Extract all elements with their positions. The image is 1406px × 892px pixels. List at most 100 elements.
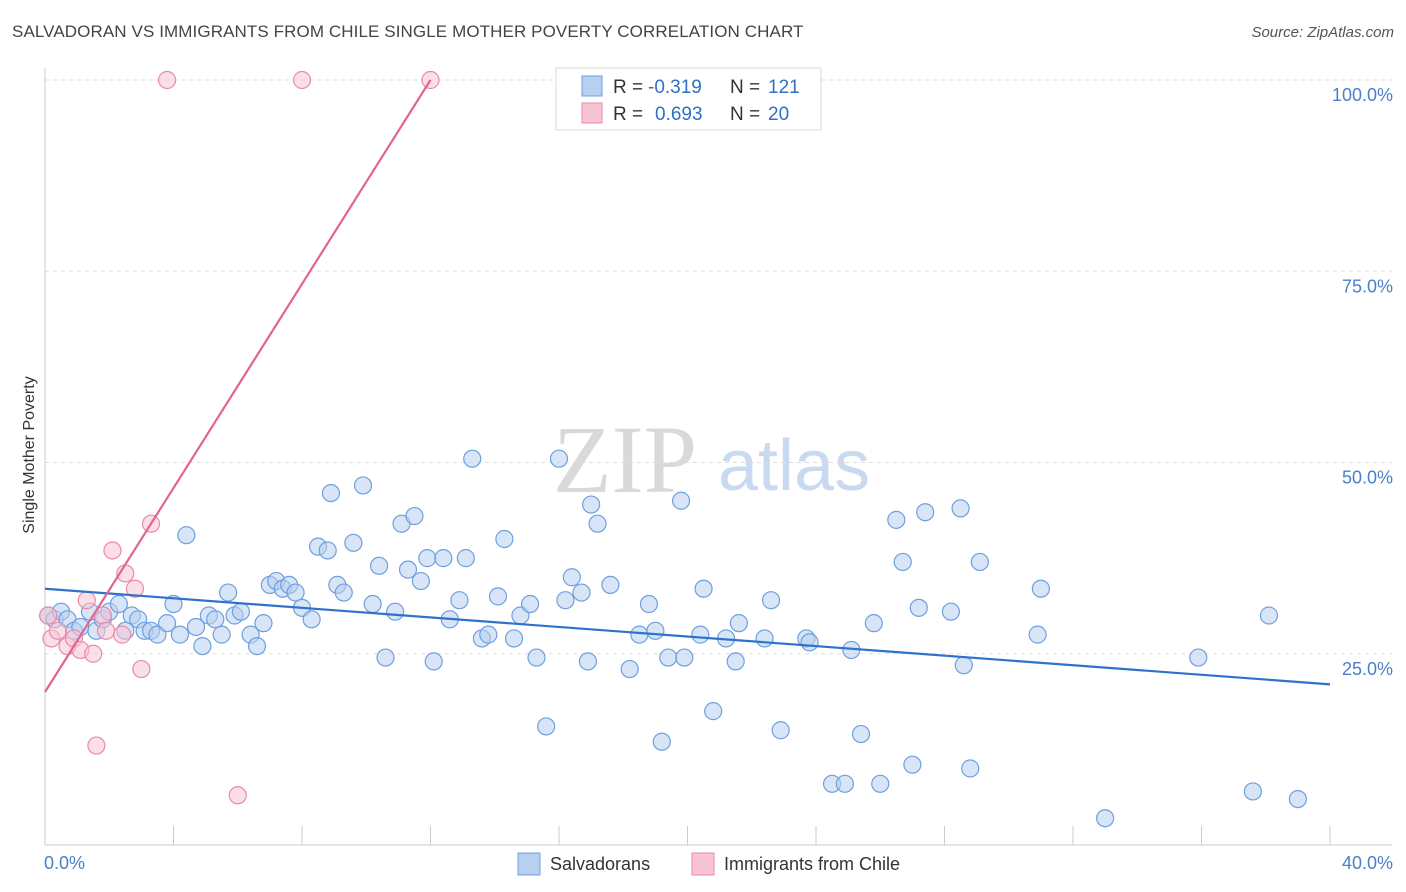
- salvadorans-point: [771, 721, 790, 740]
- salvadorans-point: [704, 702, 723, 721]
- salvadorans-point: [578, 652, 598, 671]
- chile-point: [125, 579, 145, 598]
- legend-n-value-chile: 20: [768, 104, 789, 125]
- salvadorans-point: [961, 759, 980, 778]
- salvadorans-point: [1288, 789, 1307, 809]
- axes: [44, 68, 1392, 846]
- salvadorans-point: [186, 617, 206, 637]
- chile-point: [87, 736, 106, 755]
- salvadorans-point: [620, 659, 639, 679]
- trend-lines: [44, 79, 1331, 693]
- legend-r-value-chile: 0.693: [655, 104, 703, 125]
- salvadorans-point: [588, 514, 607, 533]
- x-tick-label: 40.0%: [1342, 853, 1393, 873]
- salvadorans-point: [318, 541, 337, 560]
- salvadorans-point: [286, 583, 305, 602]
- salvadorans-point: [212, 625, 231, 644]
- salvadorans-point: [418, 549, 437, 568]
- y-tick-label: 100.0%: [1332, 85, 1393, 105]
- salvadorans-point: [694, 579, 713, 598]
- salvadorans-point: [219, 583, 238, 602]
- correlation-legend: R = -0.319 N = 121 R = 0.693 N = 20: [555, 67, 822, 131]
- salvadorans-point: [206, 610, 225, 629]
- salvadorans-point: [729, 614, 749, 633]
- y-tick-labels: 25.0% 50.0% 75.0% 100.0%: [1332, 85, 1393, 679]
- salvadorans-point: [405, 506, 424, 526]
- salvadorans-point: [479, 625, 498, 644]
- salvadorans-point: [871, 774, 890, 793]
- salvadorans-point: [903, 755, 922, 774]
- y-tick-label: 50.0%: [1342, 468, 1393, 488]
- legend-r-label: R =: [613, 77, 643, 98]
- salvadorans-point: [1096, 809, 1115, 828]
- salvadorans-point: [954, 656, 973, 675]
- salvadorans-point: [659, 648, 678, 667]
- salvadorans-point: [463, 449, 482, 468]
- salvadorans-point: [520, 594, 540, 614]
- legend-swatch-salvadorans: [581, 75, 603, 97]
- salvadorans-point: [370, 556, 389, 575]
- salvadorans-point: [193, 636, 212, 656]
- watermark-atlas: atlas: [718, 426, 870, 506]
- legend-r-label: R =: [613, 104, 643, 125]
- legend-n-label: N =: [730, 77, 760, 98]
- salvadorans-point: [800, 633, 819, 652]
- watermark-zip: ZIP: [553, 406, 697, 513]
- salvadorans-point: [691, 625, 710, 644]
- series-legend: Salvadorans Immigrants from Chile: [517, 852, 900, 876]
- salvadorans-point: [1028, 625, 1047, 644]
- grid-lines: [45, 79, 1392, 655]
- salvadorans-point: [572, 583, 591, 602]
- salvadorans-point: [376, 648, 395, 667]
- y-axis-title: Single Mother Poverty: [21, 376, 38, 533]
- salvadorans-point: [951, 499, 970, 518]
- salvadorans-point: [639, 594, 659, 614]
- salvadorans-point: [726, 652, 745, 671]
- salvadorans-point: [916, 503, 935, 522]
- x-tick-labels: 0.0% 40.0%: [44, 853, 1393, 873]
- salvadorans-point: [556, 591, 575, 610]
- salvadorans-point: [456, 549, 475, 568]
- salvadorans-point: [231, 602, 251, 621]
- salvadorans-point: [247, 636, 267, 656]
- y-tick-label: 25.0%: [1342, 659, 1393, 679]
- bottom-legend-swatch-chile: [691, 852, 715, 876]
- salvadorans-point: [363, 594, 382, 614]
- salvadorans-point: [549, 449, 569, 468]
- salvadorans-point: [941, 602, 961, 621]
- salvadorans-point: [675, 648, 694, 667]
- chile-point: [48, 621, 67, 640]
- chile-point: [39, 606, 58, 625]
- chile-point: [77, 591, 96, 610]
- salvadorans-point: [254, 614, 273, 633]
- salvadorans-point: [424, 652, 443, 671]
- salvadorans-point: [1031, 579, 1050, 598]
- salvadorans-point: [302, 610, 321, 629]
- salvadorans-point: [630, 625, 649, 644]
- salvadorans-point: [398, 560, 418, 579]
- salvadorans-point: [761, 591, 781, 610]
- salvadorans-point: [537, 717, 556, 736]
- salvadorans-point: [411, 571, 430, 591]
- chile-point: [103, 541, 122, 560]
- chile-point: [112, 625, 132, 644]
- chile-point: [157, 70, 177, 90]
- salvadorans-point: [527, 648, 546, 667]
- salvadorans-point: [177, 526, 196, 545]
- salvadorans-point: [170, 625, 190, 644]
- chile-trend-line: [44, 79, 432, 693]
- salvadorans-point: [495, 529, 514, 549]
- source-label: Source: ZipAtlas.com: [1251, 24, 1394, 41]
- chile-point: [292, 70, 312, 90]
- salvadorans-point: [334, 583, 353, 602]
- salvadorans-point: [164, 594, 183, 614]
- salvadorans-point: [434, 549, 453, 568]
- bottom-legend-swatch-salvadorans: [517, 852, 541, 876]
- y-tick-label: 75.0%: [1342, 276, 1393, 296]
- salvadorans-point: [157, 614, 177, 633]
- salvadorans-point: [601, 575, 620, 595]
- salvadorans-point: [1243, 782, 1263, 801]
- chile-point: [132, 659, 151, 679]
- salvadorans-point: [450, 591, 469, 610]
